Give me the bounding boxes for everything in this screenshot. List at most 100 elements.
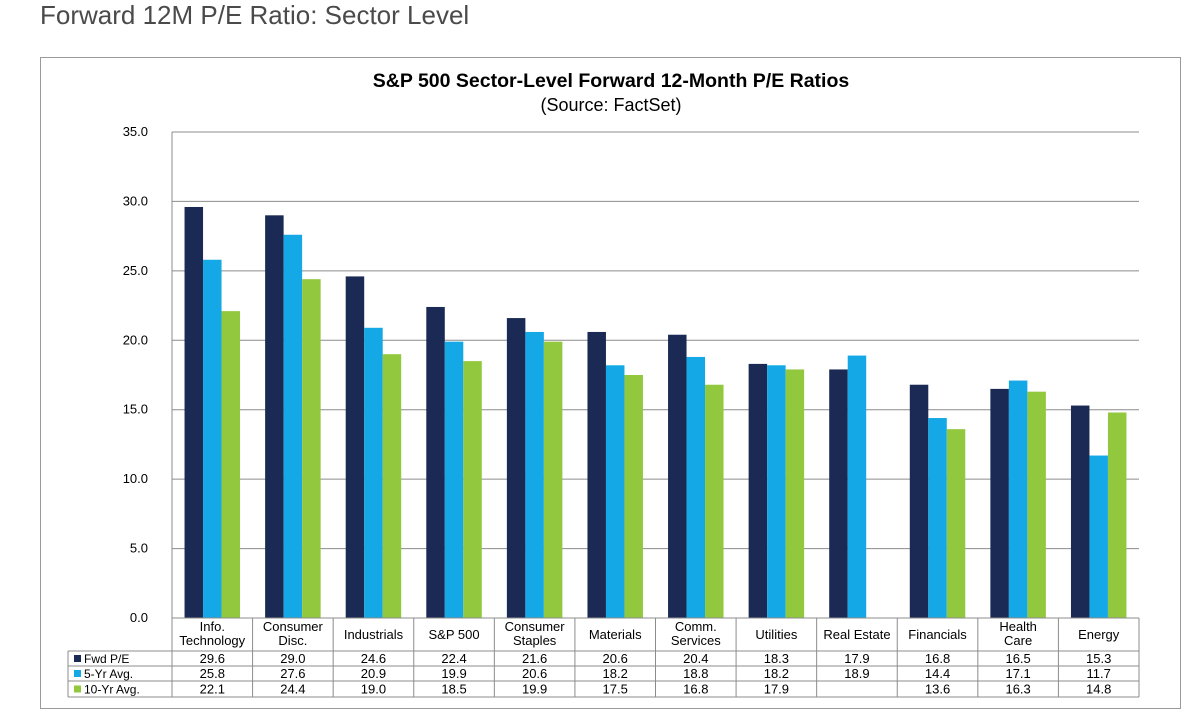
category-label: Staples: [513, 633, 557, 648]
category-label: Real Estate: [823, 627, 890, 642]
table-value: 16.8: [925, 651, 950, 666]
table-value: 16.5: [1005, 651, 1030, 666]
page-heading: Forward 12M P/E Ratio: Sector Level: [40, 0, 470, 30]
category-label: Care: [1004, 633, 1032, 648]
y-axis-ticks: 0.0 5.0 10.0 15.0 20.0 25.0 30.0 35.0: [123, 124, 148, 625]
bar: [668, 334, 687, 618]
table-value: 18.2: [764, 666, 789, 681]
bar: [203, 259, 222, 618]
bar: [847, 355, 867, 618]
bar: [587, 331, 606, 618]
table-value: 13.6: [925, 682, 950, 697]
table-value: 25.8: [200, 666, 225, 681]
bar: [748, 363, 768, 618]
table-value: 15.3: [1086, 651, 1111, 666]
bar: [525, 331, 544, 618]
category-label: Info.: [200, 619, 225, 634]
table-value: 22.1: [200, 682, 225, 697]
category-label: Materials: [589, 627, 642, 642]
bar: [506, 318, 526, 618]
bar: [1107, 412, 1127, 618]
table-value: 17.9: [844, 651, 869, 666]
table-value: 29.0: [280, 651, 305, 666]
bar: [543, 341, 563, 618]
bar: [463, 361, 482, 618]
table-value: 29.6: [200, 651, 225, 666]
table-value: 17.9: [764, 682, 789, 697]
y-tick-label: 0.0: [130, 610, 148, 625]
table-value: 20.4: [683, 651, 708, 666]
table-value: 18.8: [683, 666, 708, 681]
category-label: Technology: [179, 633, 245, 648]
bar: [345, 276, 365, 618]
y-tick-label: 30.0: [123, 193, 148, 208]
bar: [785, 369, 805, 618]
y-tick-label: 15.0: [123, 402, 148, 417]
bar: [946, 429, 966, 618]
bar: [184, 206, 204, 619]
legend-label: 10-Yr Avg.: [84, 683, 140, 697]
table-value: 24.6: [361, 651, 386, 666]
bar: [444, 341, 464, 618]
table-value: 21.6: [522, 651, 547, 666]
bars: [184, 206, 1127, 619]
legend-label: Fwd P/E: [84, 652, 129, 666]
bar: [705, 384, 724, 618]
table-value: 20.6: [522, 666, 547, 681]
category-label: Disc.: [278, 633, 307, 648]
table-value: 18.5: [441, 682, 466, 697]
category-label: Consumer: [505, 619, 566, 634]
table-value: 14.8: [1086, 682, 1111, 697]
y-tick-label: 25.0: [123, 263, 148, 278]
bar: [829, 369, 848, 618]
grid-lines: [171, 131, 1139, 619]
data-table: Info.Technology Consumer Disc. Industrials S…: [67, 617, 1140, 698]
table-value: 14.4: [925, 666, 950, 681]
table-value: 17.5: [603, 682, 628, 697]
bar: [686, 356, 706, 618]
bar: [382, 354, 402, 618]
table-value: 20.9: [361, 666, 386, 681]
y-tick-label: 10.0: [123, 471, 148, 486]
chart-frame: S&P 500 Sector-Level Forward 12-Month P/…: [40, 57, 1181, 709]
chart-subtitle: (Source: FactSet): [540, 95, 681, 115]
bar: [265, 215, 284, 619]
y-tick-label: 5.0: [130, 541, 148, 556]
table-value: 18.3: [764, 651, 789, 666]
pe-ratio-chart: S&P 500 Sector-Level Forward 12-Month P/…: [67, 70, 1140, 698]
table-value: 22.4: [441, 651, 466, 666]
bar: [1027, 391, 1046, 618]
table-value: 19.0: [361, 682, 386, 697]
bar: [990, 388, 1009, 618]
category-label: Energy: [1078, 627, 1120, 642]
legend-key: [74, 655, 81, 662]
table-value: 20.6: [603, 651, 628, 666]
table-value: 17.1: [1005, 666, 1030, 681]
bar: [624, 375, 643, 618]
bar: [1008, 380, 1028, 618]
category-label: Utilities: [755, 627, 797, 642]
bar: [221, 311, 241, 618]
category-label: S&P 500: [428, 627, 479, 642]
legend-key: [74, 685, 81, 693]
chart-title: S&P 500 Sector-Level Forward 12-Month P/…: [373, 70, 850, 92]
bar: [605, 365, 625, 618]
category-label: Financials: [908, 627, 967, 642]
table-value: 19.9: [441, 666, 466, 681]
legend-key: [74, 670, 81, 677]
category-label: Comm.: [675, 619, 717, 634]
table-value: 27.6: [280, 666, 305, 681]
bar: [302, 279, 321, 618]
bar: [283, 234, 303, 619]
table-value: 18.9: [844, 666, 869, 681]
bar: [1070, 405, 1090, 618]
category-label: Health: [999, 619, 1037, 634]
table-value: 18.2: [603, 666, 628, 681]
table-value: 19.9: [522, 682, 547, 697]
table-value: 11.7: [1087, 666, 1111, 681]
category-label: Industrials: [344, 627, 404, 642]
bar: [928, 418, 947, 618]
table-value: 16.3: [1005, 682, 1030, 697]
table-value: 24.4: [280, 682, 305, 697]
bar: [767, 365, 786, 618]
